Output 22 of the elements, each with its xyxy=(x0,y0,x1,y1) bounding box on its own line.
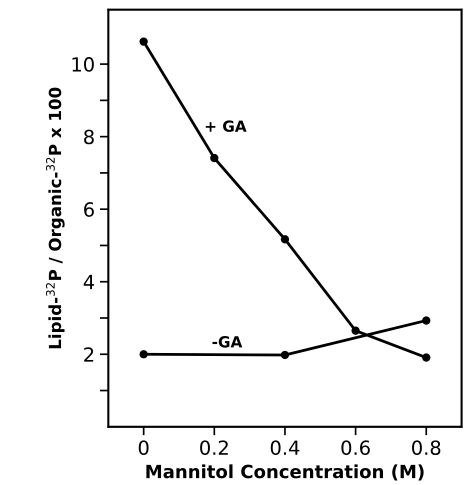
point xyxy=(210,154,218,162)
series-label: -GA xyxy=(212,336,242,348)
series-label: + GA xyxy=(206,120,247,132)
x-axis-title: Mannitol Concentration (M) xyxy=(146,464,424,480)
x-tick-label: 0.6 xyxy=(341,440,370,456)
y-tick-label: 6 xyxy=(84,202,94,217)
x-tick-label: 0.8 xyxy=(412,440,440,456)
point xyxy=(280,235,290,244)
y-tick-label: 4 xyxy=(84,274,94,290)
x-tick-label: 0.2 xyxy=(200,440,228,456)
point xyxy=(422,353,430,362)
y-tick-label: 2 xyxy=(84,347,94,362)
y-axis-title: Lipid-$^{32}$P / Organic-$^{32}$P x 100 xyxy=(46,88,65,348)
point xyxy=(139,350,148,358)
x-tick-label: 0.4 xyxy=(270,440,300,456)
x-tick-label: 0 xyxy=(138,440,149,456)
point xyxy=(351,326,360,335)
point xyxy=(422,316,430,325)
y-tick-label: 10 xyxy=(72,57,94,72)
point xyxy=(139,37,148,46)
point xyxy=(280,350,290,360)
y-tick-label: 8 xyxy=(84,130,94,144)
